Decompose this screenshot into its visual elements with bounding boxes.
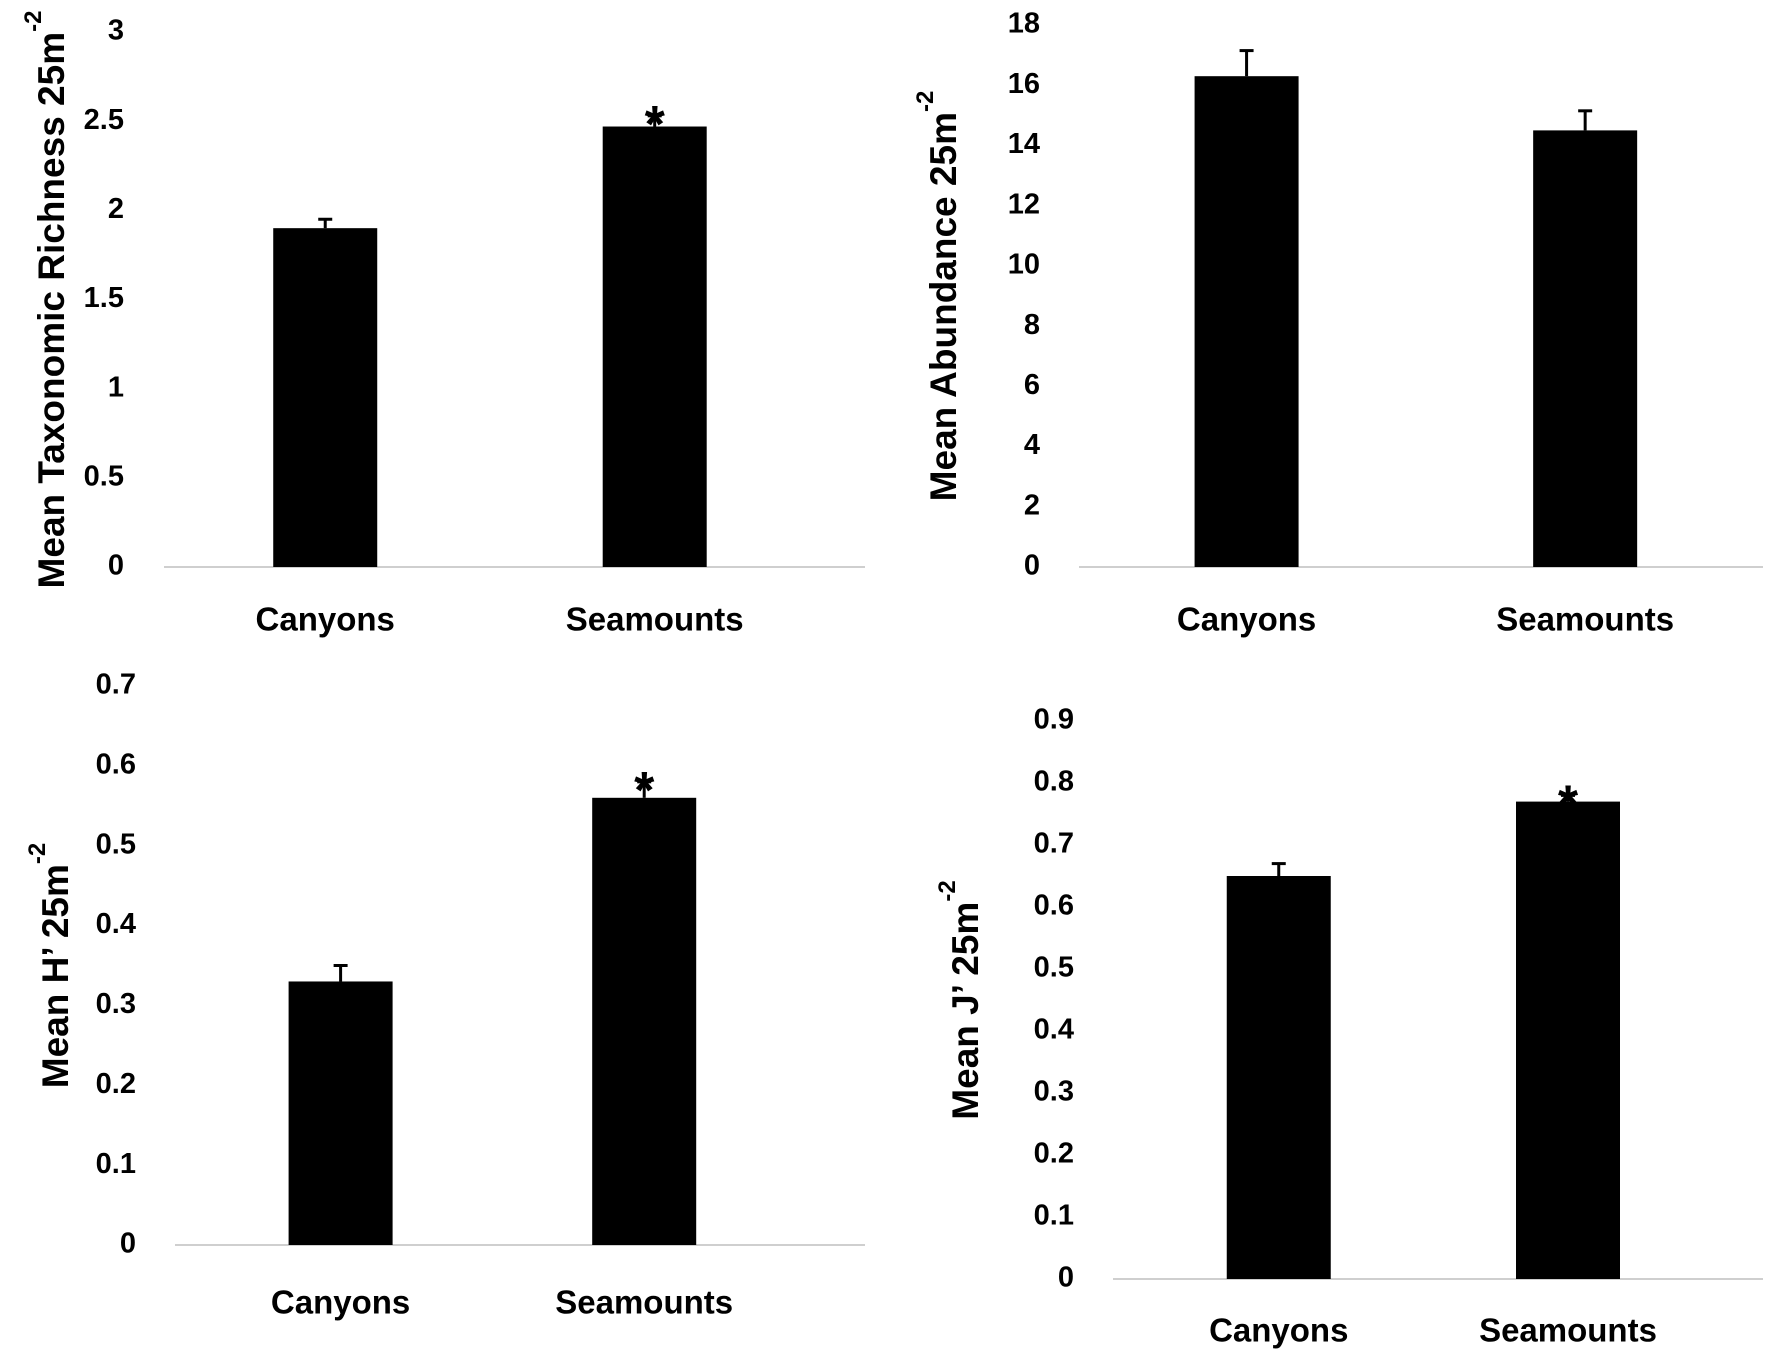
- y-axis-label: Mean H’ 25m-2: [24, 843, 77, 1089]
- bar: [288, 981, 393, 1245]
- error-bar: [1561, 793, 1575, 802]
- x-tick-label: Seamounts: [555, 1284, 733, 1321]
- y-tick-label: 0.5: [1034, 952, 1074, 984]
- y-tick-label: 0.7: [1034, 828, 1074, 860]
- y-axis-label-text: Mean J’ 25m: [945, 902, 986, 1120]
- bar: [1194, 76, 1299, 567]
- y-tick-label: 16: [1008, 68, 1040, 100]
- x-tick-label: Seamounts: [1479, 1312, 1657, 1349]
- y-axis-label: Mean Taxonomic Richness 25m-2: [20, 11, 73, 589]
- y-axis-label-superscript: -2: [934, 880, 961, 901]
- y-tick-label: 0.1: [96, 1148, 136, 1180]
- y-axis-label: Mean J’ 25m-2: [934, 880, 987, 1119]
- y-tick-label: 0.5: [84, 460, 124, 492]
- x-tick-label: Canyons: [271, 1284, 410, 1321]
- y-tick-label: 0: [108, 550, 124, 582]
- y-tick-label: 10: [1008, 249, 1040, 281]
- y-axis-label: Mean Abundance 25m-2: [912, 91, 965, 502]
- error-bar: [647, 114, 662, 127]
- error-bar: [1239, 49, 1254, 77]
- y-axis-label-superscript: -2: [20, 11, 47, 32]
- bar: [1226, 876, 1331, 1279]
- x-tick-label: Seamounts: [1496, 601, 1674, 638]
- y-tick-label: 8: [1024, 309, 1040, 341]
- bar: [1516, 801, 1620, 1279]
- y-tick-label: 4: [1024, 429, 1040, 461]
- y-tick-label: 1.5: [84, 282, 124, 314]
- x-tick-label: Seamounts: [566, 601, 744, 638]
- bar: [602, 126, 707, 568]
- y-tick-label: 0.6: [1034, 890, 1074, 922]
- y-tick-label: 0.2: [96, 1068, 136, 1100]
- error-bar: [318, 217, 333, 229]
- y-tick-label: 0.8: [1034, 766, 1074, 798]
- y-tick-label: 0.7: [96, 669, 136, 701]
- x-tick-label: Canyons: [1209, 1312, 1348, 1349]
- y-tick-label: 0.3: [96, 988, 136, 1020]
- y-tick-label: 0.9: [1034, 704, 1074, 736]
- y-tick-label: 2.5: [84, 104, 124, 136]
- error-bar: [333, 964, 348, 982]
- bar: [592, 797, 697, 1245]
- error-bar: [1271, 862, 1286, 876]
- y-axis-label-text: Mean Abundance 25m: [923, 112, 964, 501]
- y-tick-label: 0.1: [1034, 1200, 1074, 1232]
- significance-marker: *: [634, 762, 655, 820]
- y-tick-label: 14: [1008, 128, 1040, 160]
- y-axis-label-text: Mean H’ 25m: [35, 864, 76, 1088]
- y-tick-label: 2: [108, 193, 124, 225]
- y-tick-label: 3: [108, 15, 124, 47]
- y-tick-label: 0.2: [1034, 1138, 1074, 1170]
- y-tick-label: 0.3: [1034, 1076, 1074, 1108]
- y-tick-label: 1: [108, 371, 124, 403]
- y-tick-label: 12: [1008, 188, 1040, 220]
- y-tick-label: 0.5: [96, 828, 136, 860]
- y-tick-label: 2: [1024, 489, 1040, 521]
- y-tick-label: 0: [1024, 550, 1040, 582]
- y-tick-label: 0.4: [96, 908, 136, 940]
- bar: [273, 228, 378, 567]
- x-tick-label: Canyons: [1177, 601, 1316, 638]
- y-tick-label: 0: [1058, 1262, 1074, 1294]
- bar: [1533, 130, 1638, 567]
- significance-marker: *: [645, 96, 666, 154]
- y-axis-label-text: Mean Taxonomic Richness 25m: [31, 32, 72, 589]
- y-tick-label: 0.4: [1034, 1014, 1074, 1046]
- significance-marker: *: [1558, 775, 1579, 833]
- error-bar: [1578, 109, 1593, 131]
- y-tick-label: 6: [1024, 369, 1040, 401]
- y-tick-label: 0.6: [96, 749, 136, 781]
- y-tick-label: 0: [120, 1228, 136, 1260]
- y-axis-label-superscript: -2: [912, 91, 939, 112]
- y-axis-label-superscript: -2: [24, 843, 51, 864]
- x-tick-label: Canyons: [256, 601, 395, 638]
- error-bar: [637, 780, 652, 798]
- y-tick-label: 18: [1008, 8, 1040, 40]
